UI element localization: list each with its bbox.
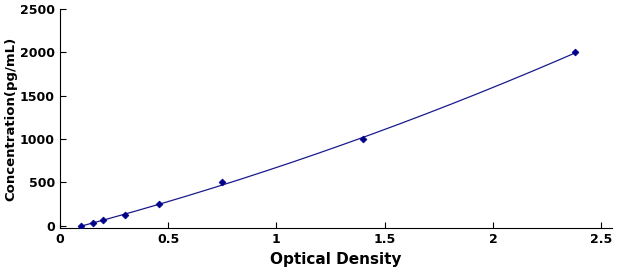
Y-axis label: Concentration(pg/mL): Concentration(pg/mL) [4,37,17,201]
X-axis label: Optical Density: Optical Density [270,252,402,267]
